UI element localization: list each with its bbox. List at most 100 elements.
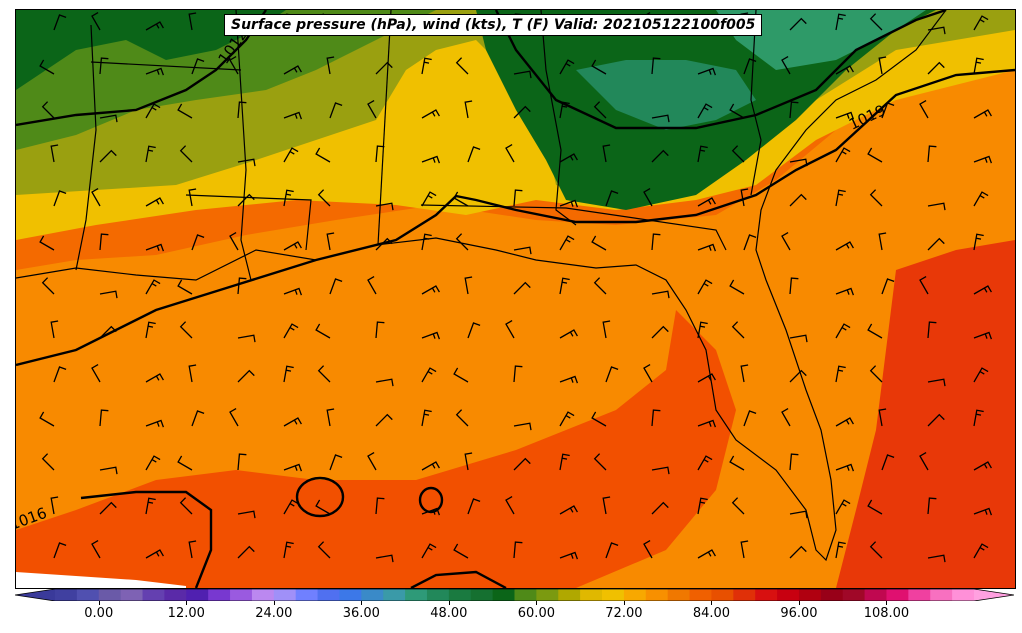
wind-barb: [973, 57, 984, 75]
colorbar-segment: [908, 589, 931, 601]
wind-barb: [237, 334, 256, 343]
colorbar-segment: [448, 589, 472, 601]
wind-barb: [781, 56, 791, 75]
wind-barb: [835, 241, 854, 251]
wind-barb: [283, 111, 303, 120]
wind-barb: [927, 554, 946, 563]
wind-barb: [283, 541, 294, 559]
wind-barb: [315, 499, 331, 515]
temperature-colorbar: [15, 589, 1014, 601]
colorbar-segment: [558, 589, 581, 601]
colorbar-segment: [426, 589, 450, 601]
wind-barb: [188, 540, 197, 559]
wind-barb: [651, 114, 670, 123]
wind-barb: [464, 452, 473, 471]
colorbar-segment: [864, 589, 888, 601]
wind-barb: [740, 364, 749, 383]
wind-barb: [781, 408, 791, 427]
temp-fill-red-orange: [16, 310, 736, 588]
wind-barb: [317, 189, 331, 207]
wind-barb: [869, 13, 883, 31]
colorbar-segment: [142, 589, 166, 601]
wind-barb: [651, 57, 661, 75]
wind-barb: [559, 235, 575, 251]
wind-barb: [145, 455, 161, 471]
isobar-south-arc: [410, 570, 507, 588]
wind-barb: [467, 322, 481, 339]
wind-barb: [513, 70, 532, 79]
wind-barb: [559, 551, 579, 560]
state-border-ga-sc: [750, 10, 762, 196]
wind-barb: [869, 189, 883, 207]
colorbar-tick-mark: [711, 601, 713, 605]
wind-barb: [927, 378, 946, 387]
wind-barb: [602, 320, 611, 339]
isobar-closed-2: [418, 486, 444, 514]
wind-barb: [505, 496, 515, 515]
wind-barb: [375, 321, 385, 339]
colorbar-tick-mark: [886, 601, 888, 605]
wind-barb: [145, 21, 164, 31]
wind-barb: [421, 331, 441, 340]
wind-barb: [326, 408, 335, 427]
wind-barb: [283, 287, 303, 296]
wind-barbs: [39, 12, 993, 563]
colorbar-tick-mark: [273, 601, 275, 605]
wind-barb: [99, 290, 118, 299]
wind-barb: [559, 411, 575, 427]
colorbar-segment: [514, 589, 537, 601]
colorbar-tick-label: 24.00: [255, 606, 293, 621]
wind-barb: [651, 501, 669, 515]
wind-barb: [835, 463, 855, 472]
colorbar-tick-label: 60.00: [517, 606, 555, 621]
wind-barb: [591, 59, 607, 75]
colorbar-segment: [755, 589, 778, 601]
wind-barb: [179, 497, 193, 515]
wind-barb: [145, 321, 156, 339]
wind-barb: [835, 365, 846, 383]
wind-barb: [145, 497, 156, 515]
no-data-area: [16, 572, 186, 588]
wind-barb: [237, 101, 247, 119]
colorbar-segment: [405, 589, 428, 601]
temp-fill-mid-green: [576, 60, 756, 130]
colorbar-segment: [492, 589, 516, 601]
wind-barb: [145, 67, 165, 76]
wind-barb: [927, 321, 937, 339]
wind-barb: [329, 102, 343, 119]
weather-map: 1016 1019 1012: [16, 10, 1015, 588]
colorbar-segment: [251, 589, 275, 601]
wind-barb: [237, 545, 255, 559]
wind-barb: [643, 188, 653, 207]
wind-barb: [697, 455, 713, 471]
wind-barb: [697, 145, 708, 163]
wind-barb: [421, 367, 437, 383]
wind-barb: [919, 452, 929, 471]
wind-barb: [315, 323, 331, 339]
colorbar-segment: [273, 589, 297, 601]
wind-barb: [177, 103, 193, 119]
colorbar-segment: [536, 589, 559, 601]
wind-barb: [315, 147, 331, 163]
wind-barb: [835, 13, 846, 31]
wind-barb: [643, 364, 653, 383]
wind-barb: [743, 234, 757, 251]
colorbar-tick-label: 12.00: [167, 606, 205, 621]
colorbar-segment: [667, 589, 691, 601]
temp-fill-orange: [16, 65, 1015, 588]
wind-barb: [375, 497, 385, 515]
wind-barb: [973, 155, 993, 164]
wind-barb: [731, 321, 745, 339]
wind-barb: [973, 233, 984, 251]
colorbar-segment: [208, 589, 231, 601]
wind-barb: [317, 541, 331, 559]
wind-barb: [743, 410, 757, 427]
wind-barb: [973, 15, 989, 31]
wind-barb: [559, 199, 579, 208]
wind-barb: [743, 58, 757, 75]
colorbar-tick-mark: [448, 601, 450, 605]
colorbar-segment: [186, 589, 209, 601]
wind-barb: [973, 409, 984, 427]
wind-barb: [375, 413, 393, 427]
colorbar-segment: [689, 589, 713, 601]
